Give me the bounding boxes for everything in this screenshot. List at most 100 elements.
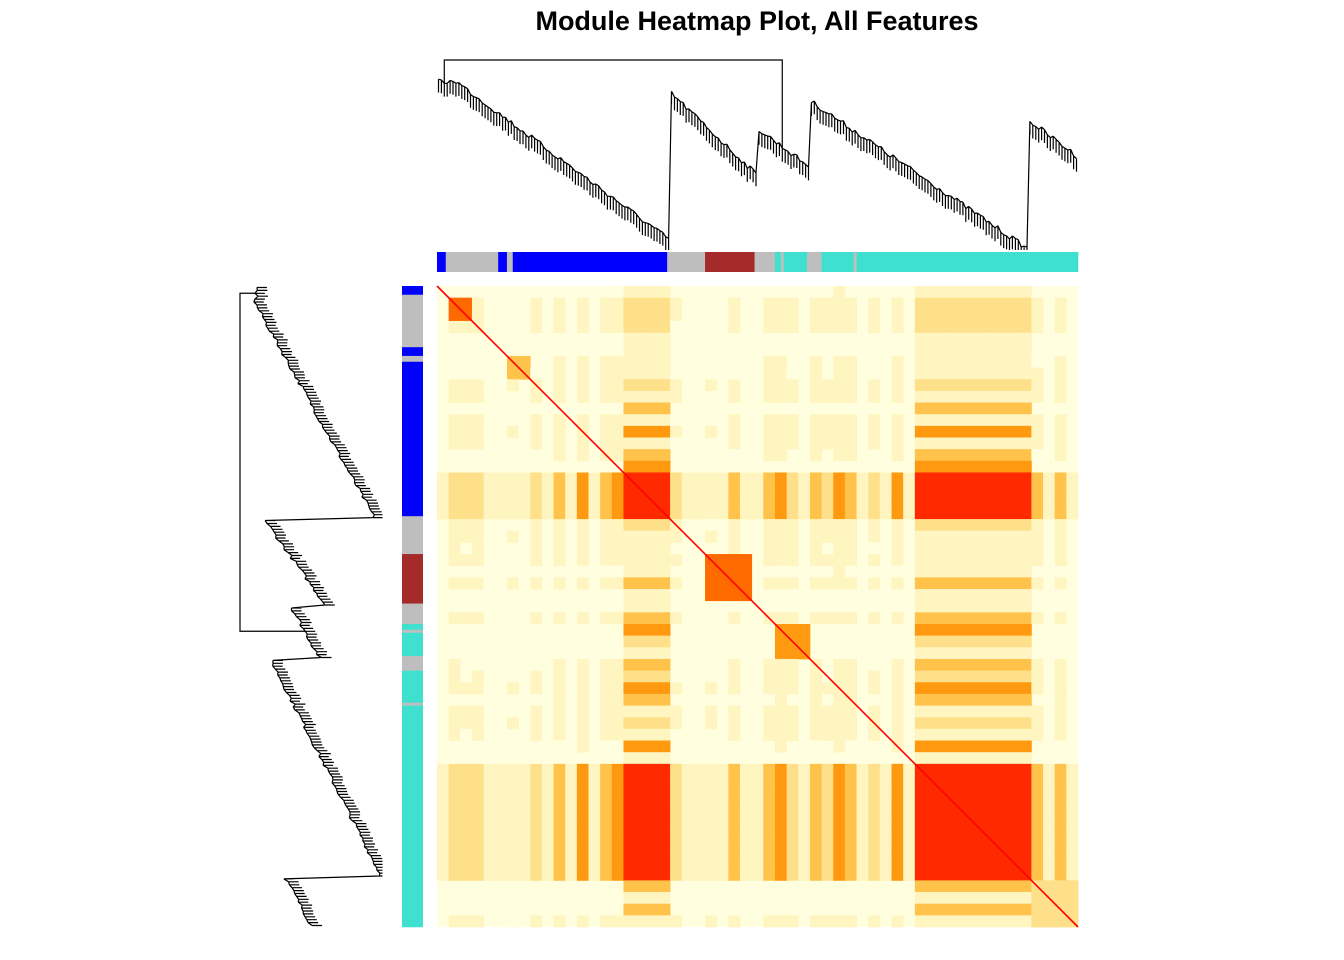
heatmap-cell — [705, 589, 718, 602]
heatmap-cell — [1066, 763, 1079, 776]
heatmap-cell — [600, 495, 613, 508]
heatmap-cell — [891, 437, 904, 450]
heatmap-cell — [565, 822, 578, 835]
heatmap-cell — [658, 740, 671, 753]
module-segment-turquoise — [402, 632, 423, 657]
heatmap-cell — [600, 612, 613, 625]
heatmap-cell — [658, 798, 671, 811]
heatmap-cell — [460, 798, 473, 811]
heatmap-cell — [984, 740, 997, 753]
heatmap-cell — [938, 402, 951, 415]
heatmap-cell — [938, 903, 951, 916]
heatmap-cell — [740, 857, 753, 870]
heatmap-cell — [844, 868, 857, 881]
heatmap-cell — [658, 682, 671, 695]
heatmap-cell — [1043, 798, 1056, 811]
heatmap-cell — [553, 507, 566, 520]
heatmap-cell — [646, 775, 659, 788]
heatmap-cell — [1008, 763, 1021, 776]
heatmap-cell — [914, 577, 927, 590]
heatmap-cell — [541, 833, 554, 846]
heatmap-cell — [914, 880, 927, 893]
heatmap-cell — [1054, 822, 1067, 835]
heatmap-cell — [1019, 892, 1032, 905]
heatmap-cell — [914, 647, 927, 660]
heatmap-cell — [821, 915, 834, 928]
heatmap-cell — [541, 810, 554, 823]
heatmap-cell — [1008, 414, 1021, 427]
heatmap-cell — [1019, 589, 1032, 602]
heatmap-cell — [495, 822, 508, 835]
heatmap-cell — [658, 880, 671, 893]
heatmap-cell — [868, 519, 881, 532]
heatmap-cell — [1008, 798, 1021, 811]
heatmap-cell — [471, 868, 485, 881]
heatmap-cell — [786, 437, 799, 450]
heatmap-cell — [1008, 822, 1021, 835]
heatmap-cell — [635, 635, 648, 648]
heatmap-cell — [973, 623, 986, 637]
heatmap-cell — [658, 542, 671, 555]
heatmap-cell — [448, 845, 461, 858]
heatmap-cell — [681, 507, 694, 520]
heatmap-cell — [844, 425, 857, 438]
heatmap-cell — [740, 763, 753, 776]
heatmap-cell — [1031, 414, 1044, 427]
heatmap-cell — [1019, 775, 1032, 788]
heatmap-cell — [728, 798, 741, 811]
heatmap-cell — [635, 833, 648, 846]
heatmap-cell — [600, 530, 613, 543]
heatmap-cell — [926, 332, 939, 345]
heatmap-cell — [1008, 775, 1021, 788]
heatmap-cell — [973, 297, 986, 310]
heatmap-cell — [646, 857, 659, 870]
heatmap-cell — [809, 845, 822, 858]
heatmap-cell — [646, 612, 659, 625]
heatmap-cell — [728, 728, 741, 741]
heatmap-cell — [1054, 320, 1067, 334]
heatmap-cell — [728, 845, 741, 858]
heatmap-cell — [996, 320, 1009, 334]
heatmap-cell — [949, 892, 962, 905]
heatmap-cell — [600, 658, 613, 671]
heatmap-cell — [600, 484, 613, 497]
heatmap-cell — [973, 332, 986, 345]
heatmap-cell — [774, 320, 788, 334]
heatmap-cell — [658, 286, 671, 299]
heatmap-cell — [728, 589, 741, 602]
heatmap-cell — [1054, 775, 1067, 788]
heatmap-cell — [518, 472, 531, 485]
heatmap-cell — [437, 472, 450, 485]
heatmap-cell — [448, 390, 461, 403]
heatmap-cell — [961, 740, 974, 753]
heatmap-cell — [973, 460, 986, 473]
heatmap-cell — [868, 682, 881, 695]
heatmap-cell — [460, 437, 473, 450]
heatmap-cell — [926, 822, 939, 835]
heatmap-cell — [693, 484, 706, 497]
heatmap-cell — [891, 320, 904, 334]
heatmap-cell — [1019, 484, 1032, 497]
heatmap-cell — [588, 484, 601, 497]
heatmap-cell — [821, 577, 834, 590]
heatmap-cell — [763, 390, 776, 403]
heatmap-cell — [914, 344, 927, 357]
heatmap-cell — [681, 833, 694, 846]
heatmap-cell — [1043, 868, 1056, 881]
module-segment-grey — [445, 252, 499, 272]
heatmap-cell — [530, 787, 543, 800]
heatmap-cell — [553, 554, 566, 567]
heatmap-cell — [530, 309, 543, 322]
heatmap-cell — [1031, 519, 1044, 532]
heatmap-cell — [611, 565, 624, 578]
heatmap-cell — [809, 763, 822, 776]
heatmap-cell — [600, 414, 613, 427]
heatmap-cell — [774, 495, 788, 508]
heatmap-cell — [693, 763, 706, 776]
heatmap-cell — [506, 554, 519, 567]
heatmap-cell — [926, 833, 939, 846]
heatmap-cell — [996, 297, 1009, 310]
heatmap-cell — [1054, 868, 1067, 881]
heatmap-cell — [984, 623, 997, 637]
heatmap-cell — [833, 728, 846, 741]
